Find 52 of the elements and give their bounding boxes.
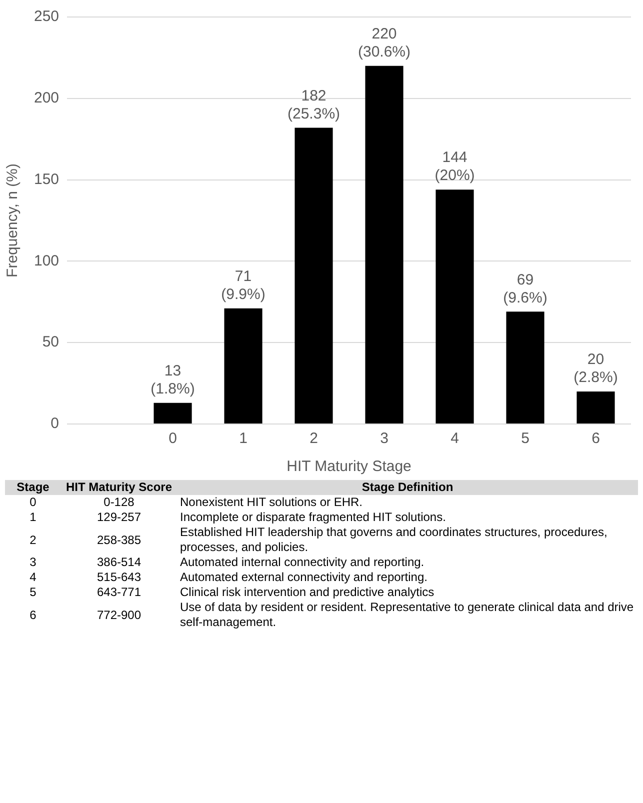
x-tick-label: 6 [592, 430, 600, 448]
text: 772-900 [96, 606, 142, 624]
text: 5 [28, 585, 38, 600]
text: 3 [28, 555, 38, 570]
x-tick-label: 2 [310, 430, 318, 448]
x-tick-label: 3 [380, 430, 388, 448]
x-tick-label: 1 [239, 430, 248, 448]
x-axis-title: HIT Maturity Stage [286, 458, 412, 476]
bar [436, 190, 474, 424]
text: 0-128 [102, 495, 136, 510]
text: Use of data by resident or resident. Representative to generate clinical data and drive self-management. [179, 600, 635, 630]
x-tick-label: 5 [521, 430, 530, 448]
data-label: 182 (25.3%) [288, 87, 340, 122]
text: HIT Maturity Score [61, 480, 177, 495]
text: 515-643 [96, 570, 142, 585]
bar [576, 391, 615, 424]
text: Stage [5, 480, 61, 495]
text: Established HIT leadership that governs and coordinates structures, procedures, processes, and policies. [179, 525, 608, 555]
text: 1 [28, 510, 38, 525]
text: 258-385 [96, 532, 142, 548]
y-tick-label: 0 [50, 415, 60, 432]
text: Incomplete or disparate fragmented HIT solutions. [179, 510, 447, 525]
text: 4 [28, 570, 38, 585]
y-tick-label: 150 [34, 170, 60, 188]
y-tick-label: 100 [34, 252, 60, 270]
text: Nonexistent HIT solutions or EHR. [179, 495, 364, 510]
text: 386-514 [96, 555, 142, 570]
text: 129-257 [96, 510, 142, 525]
data-label: 13 (1.8%) [150, 362, 195, 398]
text: Automated external connectivity and reporting. [179, 570, 428, 585]
text: Stage Definition [177, 480, 638, 495]
data-label: 71 (9.9%) [221, 268, 266, 304]
text: Clinical risk intervention and predictive analytics [179, 585, 436, 600]
y-axis-title: Frequency, n (%) [4, 164, 22, 278]
x-tick-label: 4 [450, 430, 459, 448]
text: 6 [28, 606, 38, 624]
data-label: 69 (9.6%) [503, 271, 548, 306]
data-label: 20 (2.8%) [574, 351, 618, 386]
data-label: 220 (30.6%) [358, 25, 411, 60]
text: Automated internal connectivity and reporting. [179, 555, 426, 570]
text: 2 [28, 532, 38, 548]
data-label: 144 (20%) [434, 149, 475, 184]
x-tick-label: 0 [168, 430, 177, 448]
y-tick-label: 200 [34, 90, 60, 107]
y-tick-label: 50 [42, 334, 60, 351]
bar [506, 312, 544, 424]
text: 643-771 [96, 585, 142, 600]
y-tick-label: 250 [34, 8, 60, 26]
bar [224, 308, 262, 424]
bar [294, 128, 333, 424]
bar [154, 402, 192, 424]
bar [365, 66, 404, 424]
